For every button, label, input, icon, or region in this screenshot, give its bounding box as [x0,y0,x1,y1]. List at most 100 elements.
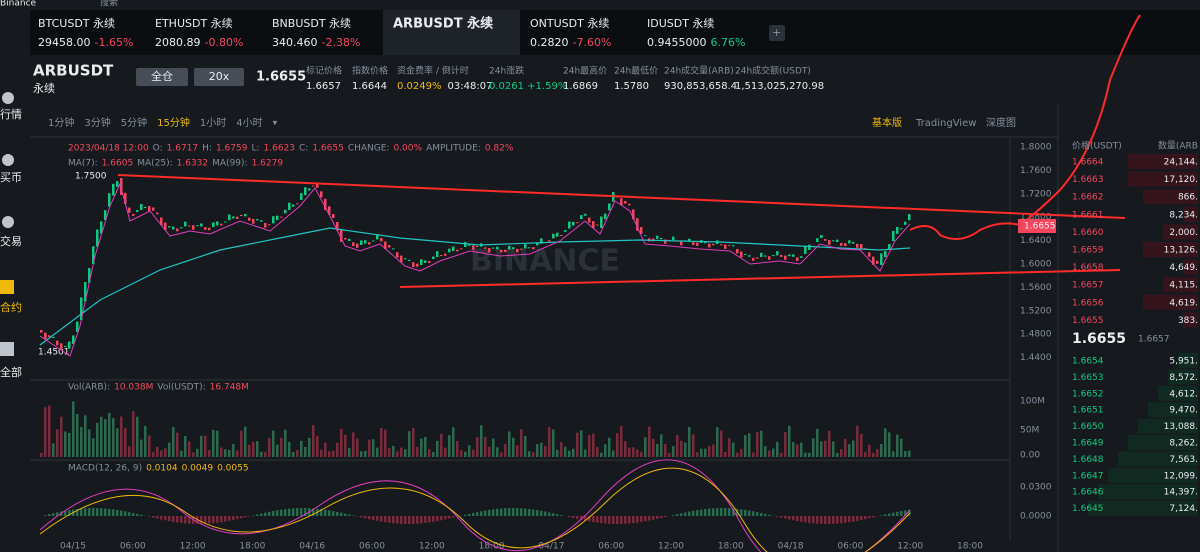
tab-price: 2080.89 [155,36,201,49]
ohlc-info: H: [202,144,212,154]
macd-bar [800,516,803,522]
volume-bar [800,442,803,457]
high-label: 1.7500 [75,172,107,182]
macd-bar [212,516,215,524]
bid-depth [1118,451,1198,467]
bid-qty: 8,262. [1169,439,1198,449]
macd-bar [364,516,367,519]
bid-qty: 4,612. [1169,389,1198,399]
candle [888,244,891,249]
bid-qty: 13,088. [1164,422,1198,432]
volume-bar [880,443,883,457]
candle [216,221,219,226]
macd-bar [784,516,787,519]
interval-more[interactable]: ▾ [273,119,278,129]
macd-bar [568,516,571,518]
volume-bar [588,435,591,457]
volume-bar [116,428,119,457]
candle [40,330,43,333]
candle [636,218,639,231]
volume-bar [776,441,779,457]
time-tick: 06:00 [837,542,863,552]
volume-bar [820,441,823,457]
volume-bar [640,451,643,457]
volume-bar [412,428,415,457]
macd-bar [44,515,47,516]
ask-depth [1183,259,1198,275]
leverage-button[interactable] [194,68,244,86]
volume-bar [192,452,195,457]
macd-bar [276,510,279,516]
time-tick: 04/17 [538,542,564,552]
candle [908,214,911,221]
candle [392,248,395,250]
volume-bar [200,435,203,457]
volume-bar [204,435,207,457]
macd-bar [380,516,383,522]
macd-bar [720,508,723,516]
macd-bar [592,516,595,523]
candle [224,221,227,223]
candle [828,240,831,245]
candle [68,341,71,349]
candle [468,244,471,246]
candle [760,252,763,257]
macd-bar [716,508,719,516]
candle [664,239,667,244]
bid-price: 1.6650 [1072,422,1104,432]
tab-change: -1.65% [95,36,134,49]
macd-bar [532,509,535,516]
volume-bar [312,425,315,457]
volume-bar [612,450,615,457]
time-tick: 06:00 [120,542,146,552]
macd-bar [612,516,615,524]
macd-bar [872,516,875,518]
macd-bar [264,512,267,516]
macd-bar [404,516,407,524]
macd-bar [820,516,823,524]
macd-bar [580,516,583,520]
candle [564,229,567,232]
tab-symbol: BNBUSDT 永续 [272,16,351,30]
ask-qty: 4,619. [1169,298,1198,308]
volume-bar [852,440,855,457]
macd-bar [104,508,107,516]
margin: 全仓 [151,69,173,83]
volume-bar [700,448,703,457]
volume-bar [528,451,531,457]
volume-bar [720,430,723,457]
candle [800,256,803,258]
view-tab: TradingView [915,118,976,129]
candle [312,185,315,187]
macd-bar [76,508,79,516]
volume-bar [664,444,667,457]
time-tick: 18:00 [957,542,983,552]
candle [396,252,399,258]
vol-legend: Vol(ARB): [68,383,110,393]
macd-bar [780,516,783,518]
price-tick: 1.4800 [1020,330,1052,340]
sidebar-label: 交易 [0,234,22,248]
candle [772,255,775,257]
stat-label: 标记价格 [306,65,342,77]
add-tab[interactable] [769,25,785,41]
volume-bar [828,430,831,457]
margin-button[interactable] [136,68,188,86]
candle [780,255,783,257]
macd-bar [164,516,167,521]
macd-bar [588,516,591,522]
bid-depth [1178,353,1198,368]
macd-bar [160,516,163,520]
candle [852,241,855,244]
tab-change: -0.80% [205,36,244,49]
candle [208,227,211,231]
macd-bar [420,516,423,524]
macd-bar [152,516,155,518]
ob-header: 数量(ARB [1158,140,1198,152]
macd-bar [856,516,859,521]
volume-bar [380,428,383,457]
macd-bar [304,508,307,516]
candle [604,213,607,220]
macd-bar [644,516,647,522]
volume-bar [760,430,763,457]
